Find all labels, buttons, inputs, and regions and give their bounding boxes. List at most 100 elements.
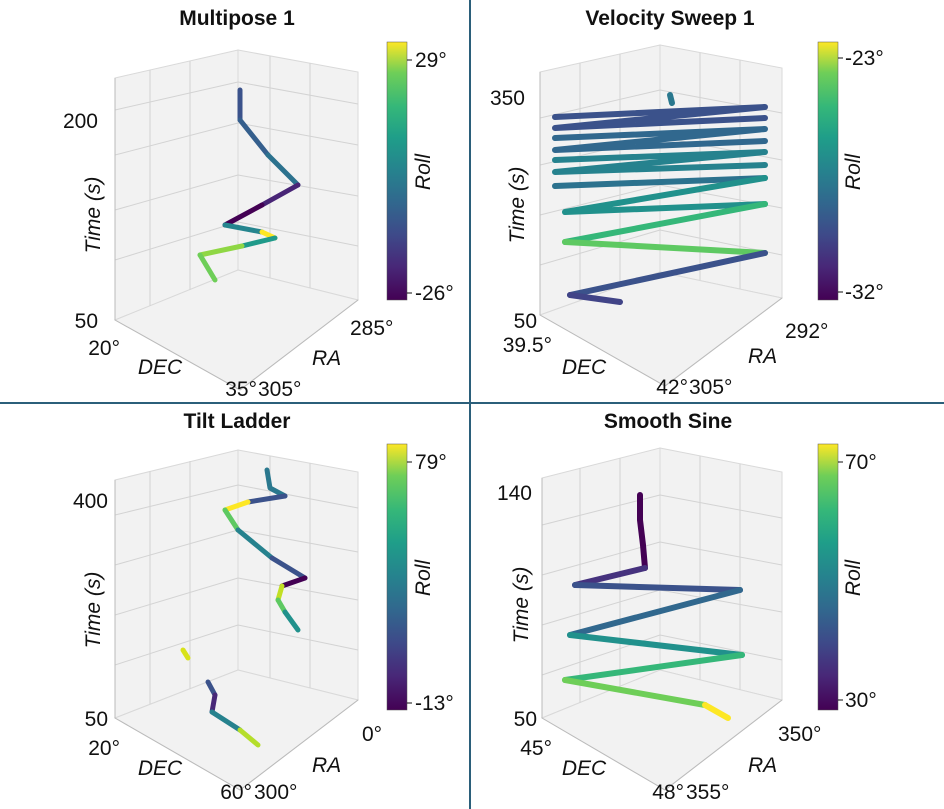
panel-2-colorbar: -23° -32° Roll: [817, 41, 884, 304]
panel-4-zlabel: Time (s): [510, 567, 533, 644]
panel-4-segment: [572, 565, 648, 588]
panel-1-ztick-top: 200: [63, 110, 98, 133]
panel-2-segment: [552, 126, 768, 153]
panel-1-zlabel: Time (s): [82, 177, 105, 254]
panel-4-ztick-bottom: 50: [514, 708, 537, 731]
panel-3-colorbar: 79° -13° Roll: [386, 443, 454, 715]
panel-3-xlabel: RA: [312, 754, 341, 777]
panel-4-colorbar-tick-bottom: 30°: [845, 689, 877, 712]
panel-2-segment: [567, 292, 623, 305]
panel-3-segment: [282, 609, 301, 633]
panel-2-segment: [562, 239, 768, 256]
panel-1-colorbar-tick-top: 29°: [415, 49, 447, 72]
panel-1-segment: [237, 117, 271, 158]
panel-3-segment: [180, 647, 191, 661]
panel-4-segment: [567, 587, 743, 638]
panel-3-segment: [237, 727, 261, 748]
panel-1-colorbar-tick-bottom: -26°: [415, 282, 454, 305]
panel-1-ytick-right: 35°: [225, 378, 257, 401]
panel-2-zlabel: Time (s): [506, 167, 529, 244]
panel-2-segment: [562, 201, 768, 245]
panel-3-ytick-left: 20°: [88, 737, 120, 760]
panel-2-ytick-right: 42°: [656, 376, 688, 399]
panel-3-segment: [209, 692, 218, 715]
panel-2-axes-box: [538, 44, 784, 387]
panel-4-segment: [572, 582, 743, 593]
panel-2-segment: [552, 104, 768, 131]
panel-3-segment: [279, 575, 308, 589]
panel-2-segment: [552, 175, 768, 189]
panel-3-segment: [269, 555, 308, 581]
panel-2-colorbar-label: Roll: [842, 153, 865, 191]
panel-3-ytick-right: 60°: [220, 781, 252, 804]
panel-4-trajectory: [562, 492, 745, 721]
panel-1-ylabel: DEC: [138, 356, 183, 379]
panel-3-ztick-bottom: 50: [85, 708, 108, 731]
panel-4-ytick-right: 48°: [652, 781, 684, 804]
panel-3-colorbar-tick-bottom: -13°: [415, 692, 454, 715]
panel-1-xlabel: RA: [312, 347, 341, 370]
panel-1-segment: [197, 243, 245, 258]
panel-1-segment: [222, 222, 265, 235]
panel-3-segment: [222, 499, 251, 513]
panel-2-xlabel: RA: [748, 345, 777, 368]
panel-4-colorbar: 70° 30° Roll: [817, 443, 877, 712]
panel-1-colorbar-label: Roll: [412, 153, 435, 191]
panel-1-ytick-left: 20°: [88, 337, 120, 360]
panel-2-xtick-bottom: 305°: [689, 376, 732, 399]
panel-3-segment: [222, 507, 241, 533]
panel-2-colorbar-tick-top: -23°: [845, 47, 884, 70]
panel-2-segment: [567, 250, 768, 298]
panel-3-ylabel: DEC: [138, 757, 183, 780]
panel-2-ztick-top: 350: [490, 87, 525, 110]
panel-3-colorbar-tick-top: 79°: [415, 451, 447, 474]
panel-1-xtick-top: 285°: [350, 317, 393, 340]
panel-4-colorbar-tick-top: 70°: [845, 451, 877, 474]
panel-smooth-sine: Smooth Sine 140 50 Time (s) 45: [497, 410, 877, 804]
panel-4-colorbar-label: Roll: [842, 559, 865, 597]
panel-1-segment: [197, 252, 218, 283]
panel-1-title: Multipose 1: [179, 7, 295, 30]
panel-2-segment: [562, 175, 768, 215]
panel-4-ztick-top: 140: [497, 482, 532, 505]
panel-3-axes-box: [113, 449, 360, 791]
panel-3-zlabel: Time (s): [82, 572, 105, 649]
panel-2-xtick-top: 292°: [785, 320, 828, 343]
panel-1-segment: [265, 152, 301, 188]
panel-3-xtick-bottom: 300°: [254, 781, 297, 804]
panel-4-axes-box: [540, 447, 784, 791]
panel-3-colorbar-label: Roll: [412, 559, 435, 597]
panel-4-xtick-bottom: 355°: [686, 781, 729, 804]
panel-3-segment: [235, 527, 275, 561]
panel-1-ztick-bottom: 50: [75, 310, 98, 333]
panel-1-segment: [259, 182, 301, 208]
panel-4-segment: [567, 632, 745, 658]
panel-3-ztick-top: 400: [73, 490, 108, 513]
panel-2-segment: [667, 92, 675, 106]
panel-2-trajectory: [552, 92, 768, 305]
panel-2-title: Velocity Sweep 1: [585, 7, 755, 30]
panel-4-segment: [702, 702, 731, 721]
panel-4-segment: [562, 652, 745, 683]
panel-multipose-1: Multipose 1 200 50 T: [63, 7, 454, 401]
panel-4-ytick-left: 45°: [520, 737, 552, 760]
panel-4-title: Smooth Sine: [604, 410, 732, 433]
panel-tilt-ladder: Tilt Ladder: [73, 410, 454, 804]
panel-2-segment: [552, 149, 768, 175]
panel-2-ztick-bottom: 50: [514, 310, 537, 333]
panel-3-segment: [209, 709, 243, 733]
panel-1-trajectory: [197, 87, 301, 283]
panel-1-segment: [222, 202, 265, 228]
panel-4-ylabel: DEC: [562, 757, 607, 780]
panel-4-xlabel: RA: [748, 754, 777, 777]
panel-2-ytick-left: 39.5°: [503, 334, 552, 357]
panel-3-segment: [264, 467, 288, 499]
panel-3-segment: [245, 493, 288, 505]
panel-velocity-sweep-1: Velocity Sweep 1 350 50: [490, 7, 884, 399]
panel-4-segment: [562, 677, 708, 708]
panel-4-xtick-top: 350°: [778, 723, 821, 746]
panel-2-ylabel: DEC: [562, 356, 607, 379]
panel-3-xtick-top: 0°: [362, 723, 382, 746]
panel-3-title: Tilt Ladder: [184, 410, 291, 433]
